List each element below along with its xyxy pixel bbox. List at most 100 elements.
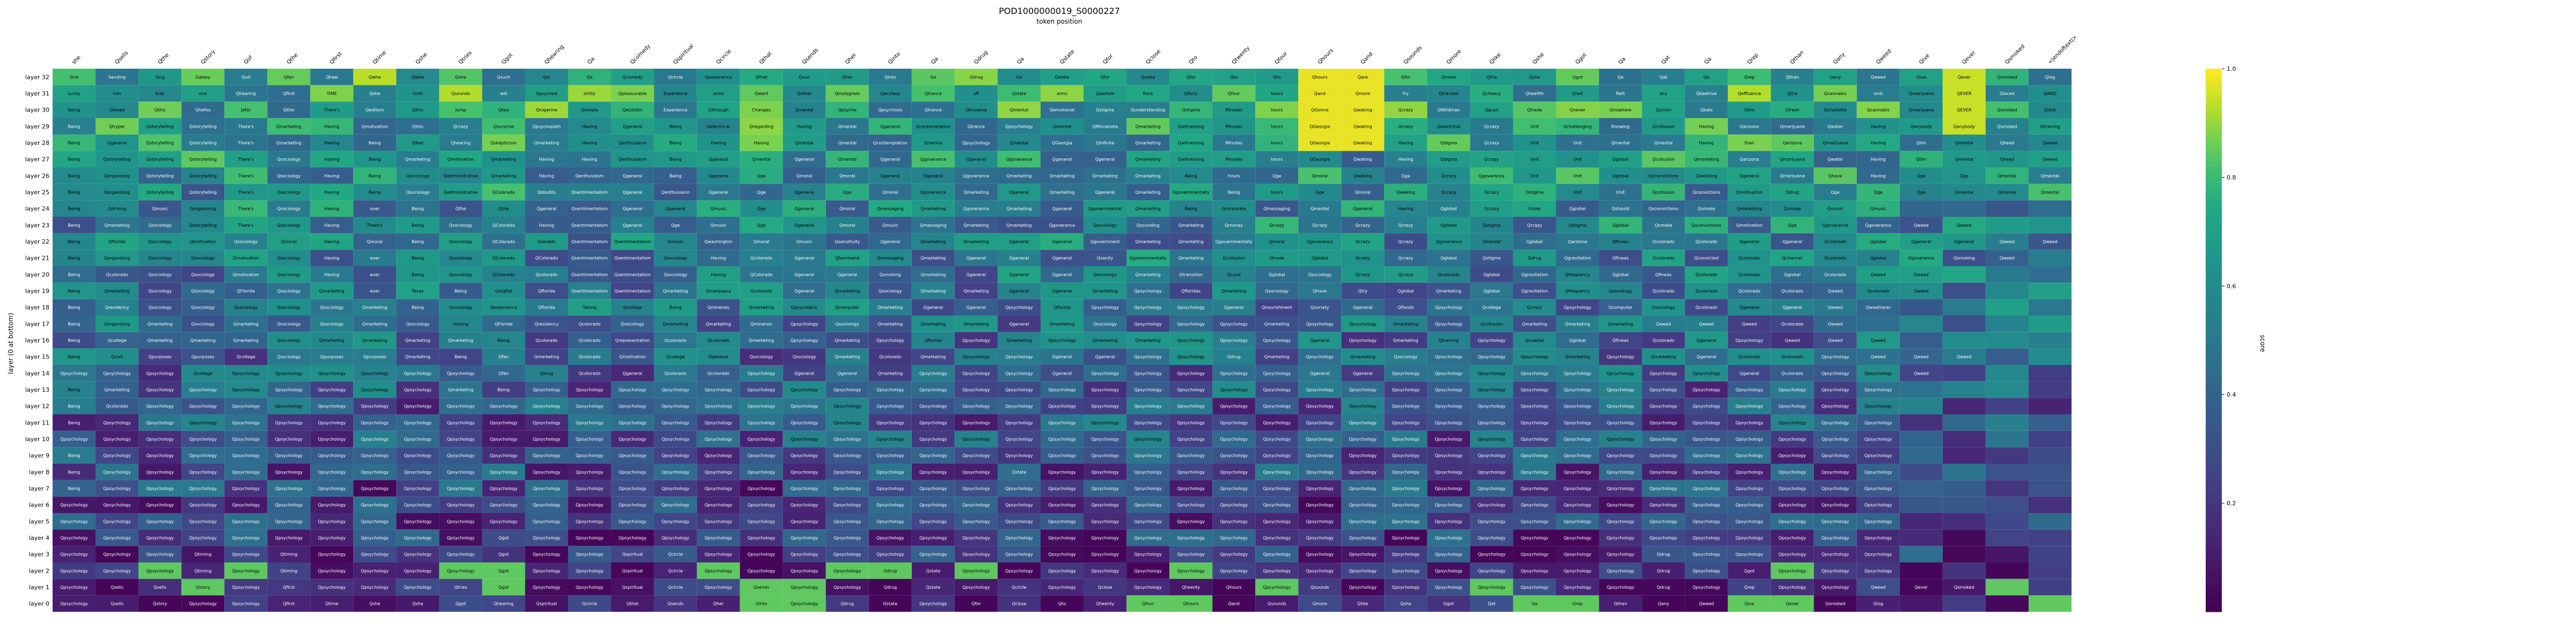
cell-token-label: Qarizona [1568, 239, 1587, 244]
cell-token-label: Qmarketing [405, 338, 430, 343]
cell-token-label: Qpsychology [1478, 503, 1506, 508]
cell-token-label: Qcollusion [1652, 124, 1674, 129]
heatmap-cell [439, 250, 482, 266]
heatmap-cell [1084, 266, 1127, 283]
cell-token-label: Qpsychology [1607, 536, 1635, 540]
cell-token-label: Qrural [1227, 272, 1241, 277]
heatmap-cell [825, 250, 869, 266]
cell-token-label: Qpsychology [490, 519, 518, 524]
cell-token-label: Having [1871, 141, 1886, 145]
cell-token-label: Qpsychology [962, 453, 990, 458]
cell-token-label: Qpsychology [1048, 519, 1076, 524]
cell-token-label: Qpsychology [1435, 404, 1463, 409]
cell-token-label: Qpsychology [791, 552, 818, 557]
cell-token-label: Qpsychology [232, 420, 260, 425]
cell-token-label: Qpsychology [1349, 387, 1377, 392]
heatmap-cell [1856, 250, 1900, 266]
cell-token-label: Qpsychology [1521, 453, 1549, 458]
heatmap-cell [1084, 85, 1127, 102]
cell-token-label: Qfan [284, 75, 294, 79]
heatmap-cell [1856, 266, 1900, 283]
cell-token-label: Qpsychology [1005, 453, 1033, 458]
cell-token-label: Being [669, 305, 682, 310]
cell-token-label: Sending [108, 75, 126, 79]
cell-token-label: QColorado [750, 272, 773, 277]
heatmap-cell [1084, 233, 1127, 250]
heatmap-cell [1255, 118, 1299, 135]
heatmap-cell [1169, 101, 1213, 118]
y-tick-label: layer 25 [25, 189, 49, 196]
heatmap-cell [1685, 134, 1728, 151]
cell-token-label: Qpsychology [1564, 437, 1592, 442]
cell-token-label: Qpsychology [919, 486, 947, 491]
cell-token-label: Qpsychology [1134, 321, 1162, 326]
cell-token-label: Qpsychology [1607, 552, 1635, 557]
heatmap-cell [997, 69, 1041, 85]
heatmap-cell [911, 69, 955, 85]
heatmap-cell [1513, 134, 1556, 151]
cell-token-label: Qfineas [1612, 256, 1628, 261]
heatmap-cell [697, 233, 740, 250]
y-tick-label: layer 18 [25, 304, 49, 311]
heatmap-cell [740, 266, 783, 283]
cell-token-label: Qmarketing [1179, 223, 1204, 228]
cell-token-label: Qpsychology [748, 371, 775, 376]
cell-token-label: Qgeneral [1696, 355, 1716, 360]
colorbar-segment [2206, 427, 2222, 433]
cell-token-label: Experience [663, 91, 687, 96]
cell-token-label: Qmarketing [276, 124, 302, 129]
heatmap-cell [396, 217, 440, 233]
cell-token-label: Qgeneral [1739, 371, 1759, 376]
cell-token-label: Qmarketing [663, 321, 688, 326]
heatmap-cell [138, 217, 182, 233]
colorbar-segment [2206, 487, 2222, 493]
heatmap-cell [1770, 217, 1814, 233]
heatmap-cell [1599, 200, 1642, 217]
colorbar-segment [2206, 134, 2222, 140]
cell-token-label: Qpsychology [748, 568, 775, 573]
heatmap-cell [1384, 266, 1428, 283]
cell-token-label: Qpsychology [1349, 519, 1377, 524]
cell-token-label: Qcolorado [1695, 289, 1717, 294]
y-tick-label: layer 23 [25, 222, 49, 229]
cell-token-label: Qmental [1311, 207, 1329, 211]
heatmap-cell [1513, 200, 1556, 217]
colorbar-tick-label: 0.4 [2227, 391, 2236, 398]
cell-token-label: Being [1228, 190, 1240, 195]
cell-token-label: Qpsychology [1864, 486, 1892, 491]
cell-token-label: Qsociology [664, 272, 687, 277]
heatmap-cell [2028, 496, 2072, 513]
cell-token-label: Qpsychology [1005, 486, 1033, 491]
cell-token-label: Qever [1958, 75, 1971, 79]
cell-token-label: Having [582, 157, 597, 162]
heatmap-cell [1126, 167, 1170, 184]
heatmap-cell [53, 151, 96, 167]
cell-token-label: Qgot [499, 552, 509, 557]
heatmap-cell [568, 134, 611, 151]
x-tick-label: Qher [844, 52, 858, 65]
cell-token-label: Qinto [756, 602, 767, 606]
cell-token-label: Qcolorado [579, 371, 601, 376]
cell-token-label: Qmental [752, 157, 771, 162]
y-tick-label: layer 20 [25, 271, 49, 278]
cell-token-label: Qcolorado [1738, 256, 1760, 261]
cell-token-label: Qtiming [194, 552, 211, 557]
heatmap-cell [1384, 250, 1428, 266]
cell-token-label: Qpsychology [361, 453, 389, 458]
x-tick-label: Qstory [200, 49, 216, 65]
cell-token-label: Qcolorado [536, 338, 558, 343]
heatmap-cell [1341, 184, 1385, 201]
cell-token-label: Qcomputer [835, 305, 860, 310]
cell-token-label: Qgeneral [1696, 338, 1716, 343]
colorbar-segment [2206, 144, 2222, 151]
cell-token-label: Qmoral [1355, 190, 1371, 195]
heatmap-cell [1899, 217, 1943, 233]
cell-token-label: Qpsychology [876, 387, 904, 392]
heatmap-cell [1899, 464, 1943, 480]
cell-token-label: Qpsychology [1048, 453, 1076, 458]
heatmap-cell [1040, 101, 1084, 118]
cell-token-label: Having [324, 141, 339, 145]
heatmap-cell [1599, 233, 1642, 250]
heatmap-cell [1985, 316, 2029, 332]
cell-token-label: Qpsychology [60, 503, 88, 508]
